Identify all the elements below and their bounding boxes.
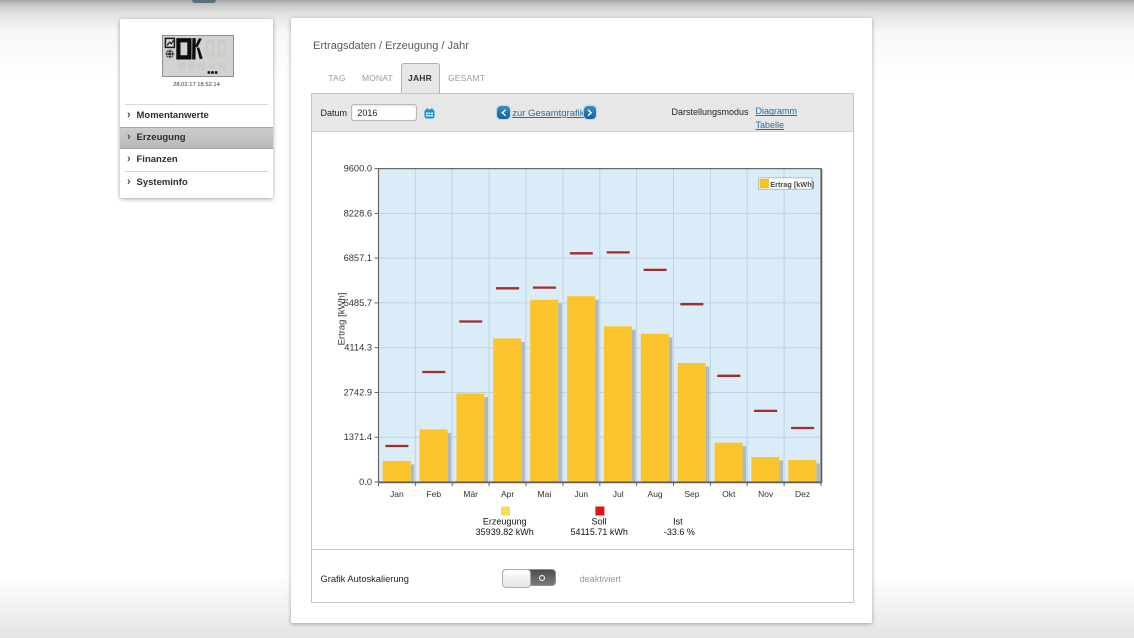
svg-text:Aug: Aug: [648, 489, 663, 499]
svg-text:Jul: Jul: [613, 489, 624, 499]
svg-text:2742.9: 2742.9: [344, 387, 372, 397]
svg-text:9600.0: 9600.0: [344, 164, 372, 174]
svg-text:Apr: Apr: [501, 489, 514, 499]
svg-text:4114.3: 4114.3: [344, 343, 372, 353]
svg-text:Soll: Soll: [591, 516, 606, 526]
svg-text:Feb: Feb: [426, 489, 441, 499]
svg-text:Jan: Jan: [390, 489, 404, 499]
svg-text:Mär: Mär: [463, 489, 478, 499]
svg-text:35939.82 kWh: 35939.82 kWh: [476, 527, 534, 537]
svg-text:54115.71 kWh: 54115.71 kWh: [571, 527, 628, 537]
svg-text:Okt: Okt: [722, 489, 736, 499]
svg-text:Dez: Dez: [795, 489, 810, 499]
svg-text:6857.1: 6857.1: [344, 253, 372, 263]
svg-text:Nov: Nov: [758, 489, 774, 499]
svg-text:-33.6 %: -33.6 %: [664, 527, 695, 537]
svg-text:Erzeugung: Erzeugung: [483, 516, 527, 526]
svg-text:8228.6: 8228.6: [344, 208, 372, 218]
svg-text:0.0: 0.0: [359, 477, 372, 487]
svg-text:Ertrag [kWh]: Ertrag [kWh]: [336, 293, 347, 346]
svg-text:Jun: Jun: [574, 489, 588, 499]
svg-text:Ist: Ist: [673, 516, 683, 526]
svg-text:Mai: Mai: [538, 489, 552, 499]
svg-text:Ertrag [kWh]: Ertrag [kWh]: [770, 180, 814, 189]
svg-text:Sep: Sep: [684, 489, 699, 499]
svg-text:1371.4: 1371.4: [344, 432, 372, 442]
svg-text:5485.7: 5485.7: [344, 298, 372, 308]
